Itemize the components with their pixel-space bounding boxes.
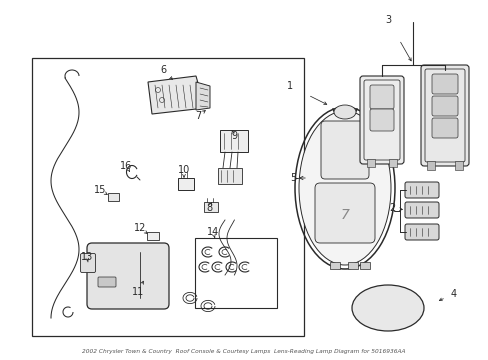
Text: 9: 9: [230, 131, 237, 141]
FancyBboxPatch shape: [404, 224, 438, 240]
Bar: [195, 238, 276, 308]
FancyBboxPatch shape: [404, 202, 438, 218]
Bar: [108, 193, 119, 201]
FancyBboxPatch shape: [81, 253, 95, 273]
FancyBboxPatch shape: [87, 243, 169, 309]
Text: 4: 4: [450, 289, 456, 299]
Ellipse shape: [351, 285, 423, 331]
Bar: [220, 130, 247, 152]
Bar: [388, 159, 396, 167]
Text: 6: 6: [160, 65, 166, 75]
Text: 15: 15: [94, 185, 106, 195]
Polygon shape: [196, 82, 209, 110]
FancyBboxPatch shape: [431, 118, 457, 138]
FancyBboxPatch shape: [420, 65, 468, 166]
Text: 7: 7: [340, 208, 349, 222]
Bar: [32, 58, 304, 336]
Bar: [454, 161, 462, 170]
Text: 14: 14: [206, 227, 219, 237]
Text: 5: 5: [289, 173, 296, 183]
Polygon shape: [148, 76, 204, 114]
Text: 2: 2: [388, 203, 394, 213]
Bar: [178, 178, 194, 190]
Bar: [366, 159, 374, 167]
Bar: [218, 168, 242, 184]
Text: 10: 10: [178, 165, 190, 175]
Ellipse shape: [298, 111, 390, 265]
FancyBboxPatch shape: [98, 277, 116, 287]
Text: 13: 13: [81, 252, 93, 262]
Bar: [426, 161, 434, 170]
FancyBboxPatch shape: [431, 96, 457, 116]
Text: 3: 3: [384, 15, 390, 25]
Text: 11: 11: [132, 287, 144, 297]
FancyBboxPatch shape: [369, 109, 393, 131]
FancyBboxPatch shape: [314, 183, 374, 243]
FancyBboxPatch shape: [404, 182, 438, 198]
Bar: [147, 232, 159, 240]
Text: 16: 16: [120, 161, 132, 171]
FancyBboxPatch shape: [359, 76, 403, 164]
Bar: [203, 202, 218, 212]
Text: 12: 12: [134, 223, 146, 233]
FancyBboxPatch shape: [369, 85, 393, 109]
Text: 8: 8: [205, 203, 212, 213]
Bar: [347, 262, 357, 269]
Bar: [329, 262, 339, 269]
Bar: [359, 262, 369, 269]
Text: 2002 Chrysler Town & Country  Roof Console & Courtesy Lamps  Lens-Reading Lamp D: 2002 Chrysler Town & Country Roof Consol…: [82, 350, 405, 355]
Text: 7: 7: [195, 111, 201, 121]
Ellipse shape: [333, 105, 355, 119]
Text: 1: 1: [286, 81, 292, 91]
FancyBboxPatch shape: [320, 121, 368, 179]
FancyBboxPatch shape: [431, 74, 457, 94]
